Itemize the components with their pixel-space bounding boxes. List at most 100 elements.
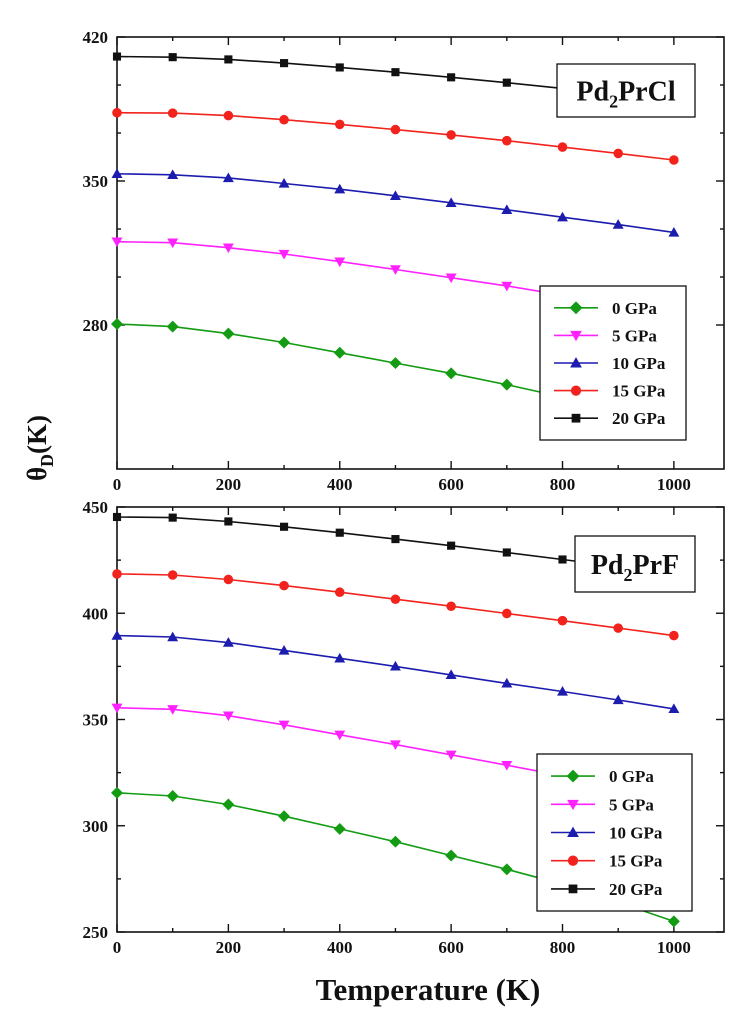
title-post: PrCl (618, 77, 676, 108)
legend-item-15-gpa: 15 GPa (551, 852, 663, 871)
legend-label: 10 GPa (609, 824, 663, 843)
data-point-15-gpa (390, 124, 401, 135)
chart-top-pd2prcl: 0 200 400 600 800 1000 280 350 420 Pd2PrCl 0 GPa 5 … (83, 28, 725, 494)
legend-label: 5 GPa (612, 326, 657, 345)
data-point-0-gpa (111, 317, 123, 330)
y-tick-label: 250 (83, 923, 109, 942)
x-tick-label: 800 (550, 938, 576, 957)
shared-y-axis-label: θD(K) (22, 415, 57, 481)
y-tick-label: 420 (83, 28, 109, 47)
y-label-subscript: D (37, 454, 57, 467)
legend: 0 GPa 5 GPa 10 GPa 15 GPa 20 GPa (539, 285, 687, 441)
x-tick-label: 0 (113, 475, 122, 494)
series-10-gpa (111, 630, 680, 714)
legend-item-10-gpa: 10 GPa (551, 824, 663, 843)
data-point-10-gpa (389, 660, 401, 671)
data-point-5-gpa (389, 740, 401, 751)
shared-x-axis-label: Temperature (K) (316, 972, 541, 1007)
x-tick-label: 0 (113, 938, 122, 957)
data-point-20-gpa (447, 541, 456, 550)
x-tick-label: 1000 (657, 475, 691, 494)
series-line-10-gpa (116, 173, 675, 234)
x-tick-label: 200 (216, 475, 242, 494)
data-point-20-gpa (168, 513, 177, 522)
x-tick-label: 400 (327, 475, 353, 494)
y-tick-label: 450 (83, 498, 109, 517)
data-point-20-gpa (558, 555, 567, 564)
data-point-10-gpa (334, 183, 346, 194)
data-point-0-gpa (333, 346, 346, 359)
x-tick-label: 200 (216, 938, 242, 957)
data-point-10-gpa (222, 172, 234, 183)
data-point-20-gpa (112, 52, 122, 61)
plot-frame (116, 36, 725, 470)
legend-label: 0 GPa (612, 299, 657, 318)
data-point-10-gpa (445, 197, 457, 207)
legend-marker (570, 330, 582, 342)
data-point-15-gpa (334, 587, 345, 597)
data-point-5-gpa (222, 711, 234, 722)
data-point-10-gpa (557, 685, 568, 696)
chart-bottom-pd2prf: 0 200 400 600 800 1000 250 300 350 400 450 Pd2PrF 0 … (83, 498, 725, 957)
title-subscript: 2 (624, 565, 633, 585)
title-post: PrF (633, 550, 680, 581)
legend-label: 15 GPa (612, 382, 666, 401)
legend-item-20-gpa: 20 GPa (554, 409, 666, 428)
data-point-5-gpa (389, 265, 401, 275)
chart-title: Pd2PrCl (576, 77, 675, 112)
data-point-10-gpa (111, 168, 123, 178)
data-point-10-gpa (612, 694, 624, 705)
legend-label: 5 GPa (609, 795, 654, 814)
data-point-15-gpa (613, 148, 623, 159)
data-point-20-gpa (335, 63, 344, 72)
data-point-0-gpa (389, 357, 402, 370)
legend-marker (569, 301, 583, 315)
data-point-15-gpa (446, 130, 456, 140)
data-point-15-gpa (557, 142, 568, 152)
data-point-15-gpa (613, 623, 623, 633)
data-point-5-gpa (167, 705, 179, 715)
data-point-15-gpa (112, 569, 122, 579)
legend-item-5-gpa: 5 GPa (554, 326, 657, 345)
data-point-10-gpa (557, 211, 568, 222)
legend-label: 20 GPa (612, 409, 666, 428)
legend-item-0-gpa: 0 GPa (554, 299, 657, 318)
legend-item-15-gpa: 15 GPa (554, 382, 666, 401)
data-point-20-gpa (502, 548, 511, 557)
data-point-15-gpa (502, 608, 512, 619)
x-tick-label: 600 (438, 475, 464, 494)
chart-title: Pd2PrF (591, 550, 679, 585)
data-point-0-gpa (500, 863, 513, 876)
title-pre: Pd (576, 77, 609, 108)
data-point-0-gpa (667, 915, 680, 928)
data-point-20-gpa (391, 68, 400, 77)
series-15-gpa (112, 107, 679, 165)
title-pre: Pd (591, 550, 624, 581)
y-tick-label: 350 (83, 172, 109, 191)
legend-marker (570, 385, 582, 396)
data-point-5-gpa (111, 703, 123, 714)
data-point-5-gpa (501, 761, 513, 771)
data-point-15-gpa (502, 135, 512, 146)
data-point-15-gpa (223, 574, 234, 585)
data-point-20-gpa (224, 517, 233, 526)
data-point-0-gpa (166, 790, 179, 802)
data-point-5-gpa (167, 238, 179, 249)
data-point-5-gpa (445, 750, 457, 761)
data-point-10-gpa (222, 637, 234, 647)
y-label-unit: (K) (22, 415, 52, 454)
y-label-symbol: θ (22, 467, 52, 481)
series-line-10-gpa (116, 634, 675, 710)
title-box (556, 63, 696, 118)
legend-marker (568, 884, 578, 894)
x-tick-label: 1000 (657, 938, 691, 957)
data-point-0-gpa (111, 786, 123, 799)
series-15-gpa (112, 569, 679, 641)
legend-label: 0 GPa (609, 767, 654, 786)
data-point-10-gpa (334, 652, 346, 663)
x-tick-label: 800 (550, 475, 576, 494)
data-point-15-gpa (279, 580, 289, 591)
data-point-5-gpa (445, 273, 457, 284)
data-point-0-gpa (333, 822, 346, 835)
